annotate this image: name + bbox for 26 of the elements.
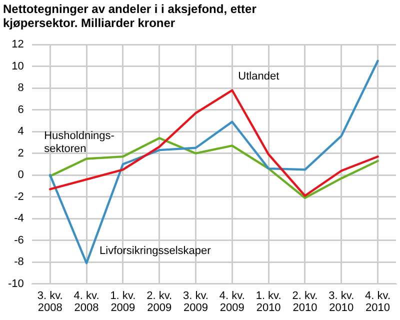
y-tick-label: -2 [14,190,24,203]
y-tick-label: -10 [8,278,24,290]
y-tick-label: 6 [18,104,24,116]
x-tick-label: 4. kv. 2010 [365,290,391,314]
y-tick-label: 0 [18,169,24,182]
x-tick-label: 4. kv. 2009 [219,290,245,314]
y-tick-label: 4 [18,126,24,138]
y-tick-label: 12 [12,38,24,51]
y-tick-label: 8 [18,82,24,94]
x-tick-label: 3. kv. 2009 [183,290,208,314]
x-tick-label: 3. kv. 2010 [328,290,354,314]
y-tick-label: -6 [14,234,24,246]
y-tick-label: -4 [14,212,24,225]
x-tick-label: 3. kv. 2008 [37,290,63,314]
x-tick-label: 2. kv. 2010 [292,290,318,314]
x-tick-label: 1. kv. 2009 [110,290,136,314]
x-tick-label: 1. kv. 2010 [256,290,282,314]
x-tick-label: 4. kv. 2008 [74,290,100,314]
series-label: Livforsikringsselskaper [100,245,212,258]
series-label: Utlandet [238,70,280,82]
y-tick-label: -8 [14,256,24,268]
y-tick-label: 2 [18,147,24,160]
chart-title: Nettotegninger av andeler i i aksjefond, etter kjøpersektor. Milliarder kroner [3,2,258,30]
series-label: Husholdnings- sektoren [44,130,115,156]
y-tick-label: 10 [12,60,24,72]
x-tick-label: 2. kv. 2009 [146,290,172,314]
